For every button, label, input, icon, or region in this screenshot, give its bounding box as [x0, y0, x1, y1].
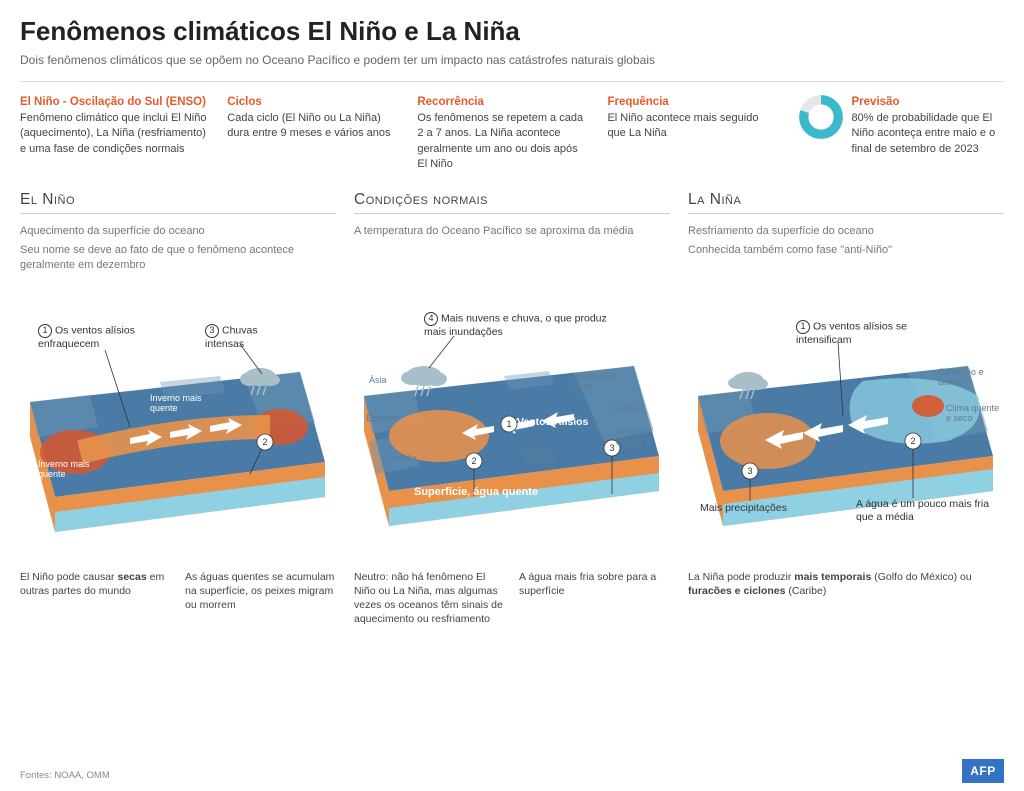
lanina-c3: Mais precipitações — [700, 502, 810, 515]
elnino-inv2: Inverno mais quente — [38, 460, 98, 480]
previsao-donut-icon — [798, 94, 844, 140]
svg-text:3: 3 — [747, 466, 752, 476]
svg-text:2: 2 — [262, 437, 267, 447]
elnino-desc2: Seu nome se deve ao fato de que o fenôme… — [20, 243, 336, 274]
panel-normal-title: Condições normais — [354, 191, 670, 214]
info-frequencia: Frequência El Niño acontece mais seguido… — [607, 94, 779, 173]
normal-c1: Ventos Alísios — [517, 416, 597, 429]
lbl-pacifico: Oceano Pacífico — [524, 444, 574, 464]
info-recorrencia-header: Recorrência — [417, 94, 589, 110]
bottom-notes: El Niño pode causar secas em outras part… — [20, 570, 1004, 627]
panel-elnino-desc: Aquecimento da superfície do oceano Seu … — [20, 224, 336, 274]
lbl-caribe: Caribe — [612, 404, 639, 414]
normal-c4: 4Mais nuvens e chuva, o que produz mais … — [424, 312, 624, 339]
normal-bottom-left: Neutro: não há fenômeno El Niño ou La Ni… — [354, 570, 505, 627]
info-enso-body: Fenômeno climático que inclui El Niño (a… — [20, 112, 206, 155]
elnino-c1: 1Os ventos alísios enfraquecem — [38, 324, 168, 351]
info-ciclos: Ciclos Cada ciclo (El Niño ou La Niña) d… — [227, 94, 399, 173]
lanina-c2: A água é um pouco mais fria que a média — [856, 498, 996, 524]
info-previsao: Previsão 80% de probabilidade que El Niñ… — [798, 94, 1004, 173]
lanina-diagram: 2 3 1Os ventos alísios se intensificam — [688, 276, 1004, 556]
lbl-namerica: América do Norte — [569, 372, 619, 392]
info-recorrencia: Recorrência Os fenômenos se repetem a ca… — [417, 94, 589, 173]
main-title: Fenômenos climáticos El Niño e La Niña — [20, 16, 1004, 47]
lanina-c1: 1Os ventos alísios se intensificam — [796, 320, 926, 347]
panel-normal-desc: A temperatura do Oceano Pacífico se apro… — [354, 224, 670, 268]
panel-elnino-title: El Niño — [20, 191, 336, 214]
normal-desc1: A temperatura do Oceano Pacífico se apro… — [354, 224, 670, 239]
elnino-bottom: El Niño pode causar secas em outras part… — [20, 570, 171, 627]
panel-lanina-desc: Resfriamento da superfície do oceano Con… — [688, 224, 1004, 268]
panel-lanina-title: La Niña — [688, 191, 1004, 214]
elnino-inv1: Inverno mais quente — [150, 394, 210, 414]
info-ciclos-body: Cada ciclo (El Niño ou La Niña) dura ent… — [227, 112, 390, 139]
bnote-elnino: El Niño pode causar secas em outras part… — [20, 570, 336, 627]
elnino-c3: 3Chuvas intensas — [205, 324, 295, 351]
elnino-c2: As águas quentes se acumulam na superfíc… — [185, 570, 336, 627]
info-row: El Niño - Oscilação do Sul (ENSO) Fenôme… — [20, 81, 1004, 173]
elnino-diagram: 2 1Os ventos alísios enfraquecem 3Chuvas… — [20, 282, 336, 562]
info-frequencia-header: Frequência — [607, 94, 779, 110]
lbl-asia: Ásia — [369, 376, 387, 386]
panels: El Niño Aquecimento da superfície do oce… — [20, 191, 1004, 562]
lbl-cold: Água fria — [574, 504, 622, 516]
svg-text:2: 2 — [471, 456, 476, 466]
info-ciclos-header: Ciclos — [227, 94, 399, 110]
normal-c3: A água mais fria sobre para a superfície — [519, 570, 670, 627]
info-previsao-header: Previsão — [852, 94, 1004, 110]
afp-logo: AFP — [962, 759, 1004, 783]
info-enso: El Niño - Oscilação do Sul (ENSO) Fenôme… — [20, 94, 209, 173]
lanina-quente: Clima quente e seco — [946, 404, 1001, 424]
info-enso-header: El Niño - Oscilação do Sul (ENSO) — [20, 94, 209, 110]
subtitle: Dois fenômenos climáticos que se opõem n… — [20, 53, 1004, 67]
lanina-desc1: Resfriamento da superfície do oceano — [688, 224, 1004, 239]
info-previsao-body: 80% de probabilidade que El Niño aconteç… — [852, 112, 996, 155]
lanina-frio: Clima frio e úmido — [938, 368, 998, 388]
panel-elnino: El Niño Aquecimento da superfície do oce… — [20, 191, 336, 562]
svg-text:1: 1 — [506, 419, 511, 429]
sources: Fontes: NOAA, OMM — [20, 770, 110, 781]
svg-text:3: 3 — [609, 443, 614, 453]
info-recorrencia-body: Os fenômenos se repetem a cada 2 a 7 ano… — [417, 112, 583, 170]
panel-lanina: La Niña Resfriamento da superfície do oc… — [688, 191, 1004, 562]
info-frequencia-body: El Niño acontece mais seguido que La Niñ… — [607, 112, 758, 139]
elnino-desc1: Aquecimento da superfície do oceano — [20, 224, 336, 239]
panel-normal: Condições normais A temperatura do Ocean… — [354, 191, 670, 562]
bnote-lanina: La Niña pode produzir mais temporais (Go… — [688, 570, 1004, 627]
lbl-surf: Superfície, água quente — [414, 486, 538, 498]
svg-text:2: 2 — [910, 436, 915, 446]
lbl-samerica: América do Sul — [616, 428, 661, 448]
lbl-australia: Austrália — [382, 454, 417, 464]
normal-diagram: 3 2 1 — [354, 276, 670, 556]
lbl-equador: Equador — [366, 414, 400, 424]
lanina-desc2: Conhecida também como fase "anti-Niño" — [688, 243, 1004, 258]
bnote-normal: Neutro: não há fenômeno El Niño ou La Ni… — [354, 570, 670, 627]
